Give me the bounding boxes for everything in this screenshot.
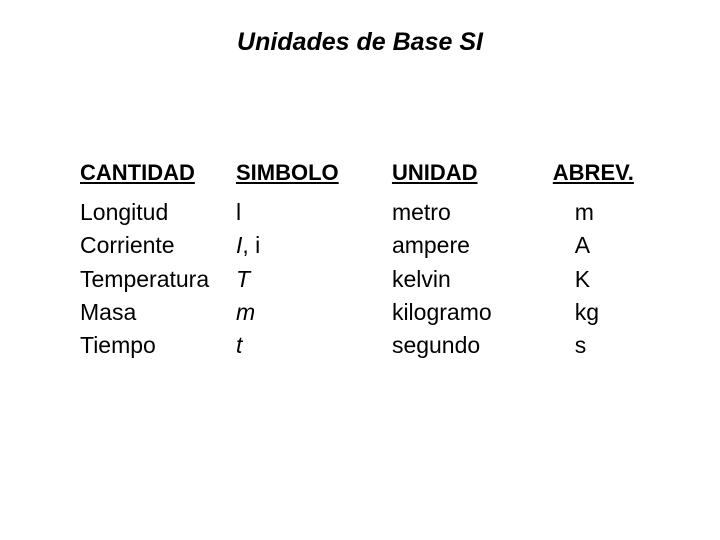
cell-cantidad: Tiempo <box>80 329 236 362</box>
column-cantidad: CANTIDAD Longitud Corriente Temperatura … <box>80 160 236 363</box>
cell-unidad: ampere <box>392 229 553 262</box>
cell-cantidad: Corriente <box>80 229 236 262</box>
cell-abrev: kg <box>553 296 660 329</box>
column-abrev: ABREV. m A K kg s <box>553 160 660 363</box>
header-unidad: UNIDAD <box>392 160 553 186</box>
cell-cantidad: Masa <box>80 296 236 329</box>
column-unidad: UNIDAD metro ampere kelvin kilogramo seg… <box>392 160 553 363</box>
header-cantidad: CANTIDAD <box>80 160 236 186</box>
cell-abrev: s <box>553 329 660 362</box>
header-abrev: ABREV. <box>553 160 660 186</box>
cell-simbolo: T <box>236 263 392 296</box>
cell-unidad: kelvin <box>392 263 553 296</box>
column-simbolo: SIMBOLO l I, i T m t <box>236 160 392 363</box>
page-title: Unidades de Base SI <box>0 28 720 57</box>
cell-simbolo: I, i <box>236 229 392 262</box>
cell-unidad: kilogramo <box>392 296 553 329</box>
cell-cantidad: Longitud <box>80 196 236 229</box>
cell-cantidad: Temperatura <box>80 263 236 296</box>
cell-abrev: K <box>553 263 660 296</box>
si-units-table: CANTIDAD Longitud Corriente Temperatura … <box>80 160 660 363</box>
cell-simbolo: l <box>236 196 392 229</box>
cell-simbolo: t <box>236 329 392 362</box>
cell-simbolo: m <box>236 296 392 329</box>
cell-abrev: A <box>553 229 660 262</box>
cell-unidad: metro <box>392 196 553 229</box>
header-simbolo: SIMBOLO <box>236 160 392 186</box>
cell-unidad: segundo <box>392 329 553 362</box>
cell-abrev: m <box>553 196 660 229</box>
